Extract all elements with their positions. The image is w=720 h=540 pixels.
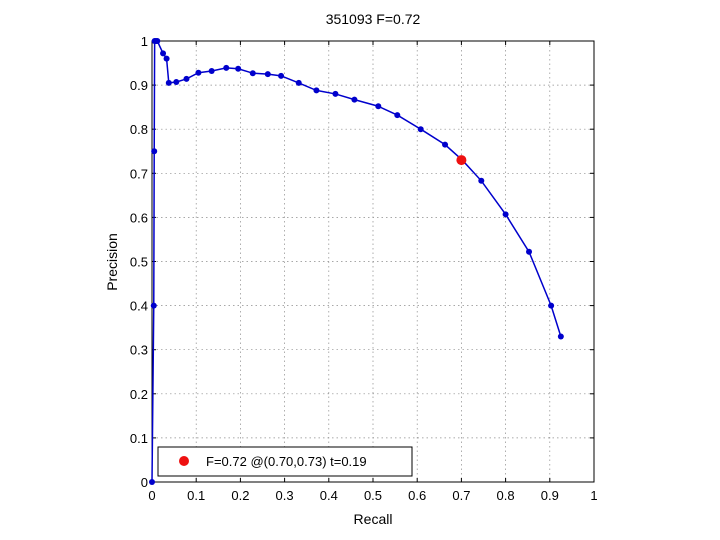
x-axis-label: Recall xyxy=(354,511,393,527)
legend: F=0.72 @(0.70,0.73) t=0.19 xyxy=(157,446,413,477)
y-tick-label: 0.9 xyxy=(130,78,148,93)
x-tick-label: 0.4 xyxy=(320,488,338,503)
data-point xyxy=(442,141,449,148)
legend-box xyxy=(157,446,413,477)
x-tick-label: 0.1 xyxy=(187,488,205,503)
x-tick-label: 0.6 xyxy=(408,488,426,503)
y-tick-labels: 0 0.1 0.2 0.3 0.4 0.5 0.6 0.7 0.8 0.9 1 xyxy=(130,34,148,490)
data-point xyxy=(223,64,230,71)
y-tick-label: 0.8 xyxy=(130,122,148,137)
data-point xyxy=(163,55,170,62)
data-point xyxy=(332,90,339,97)
data-point xyxy=(183,75,190,82)
x-tick-label: 0.2 xyxy=(231,488,249,503)
data-point xyxy=(557,333,564,340)
x-tick-labels: 0 0.1 0.2 0.3 0.4 0.5 0.6 0.7 0.8 0.9 1 xyxy=(148,488,597,503)
data-point xyxy=(478,177,485,184)
data-point xyxy=(295,79,302,86)
y-tick-label: 0.2 xyxy=(130,387,148,402)
series-layer xyxy=(149,38,564,485)
data-point xyxy=(151,148,158,155)
data-point xyxy=(173,79,180,86)
chart-title: 351093 F=0.72 xyxy=(326,11,421,27)
data-point xyxy=(502,211,509,218)
data-point xyxy=(154,38,161,44)
y-tick-label: 0.7 xyxy=(130,166,148,181)
data-point xyxy=(150,302,157,309)
data-point xyxy=(394,112,401,119)
x-tick-label: 0 xyxy=(148,488,155,503)
x-tick-label: 0.5 xyxy=(364,488,382,503)
data-point xyxy=(548,302,555,309)
data-point xyxy=(208,67,215,74)
legend-marker xyxy=(179,456,189,466)
best-f-point xyxy=(456,155,467,166)
y-tick-label: 0 xyxy=(141,475,148,490)
data-point xyxy=(313,87,320,94)
y-tick-label: 1 xyxy=(141,34,148,49)
y-tick-label: 0.6 xyxy=(130,210,148,225)
highlight-layer xyxy=(456,155,467,166)
x-tick-label: 0.7 xyxy=(452,488,470,503)
data-point xyxy=(235,65,242,72)
data-point xyxy=(278,72,285,79)
data-point xyxy=(417,126,424,133)
grid-lines xyxy=(152,41,594,482)
x-tick-label: 0.8 xyxy=(497,488,515,503)
data-point xyxy=(195,69,202,76)
legend-text: F=0.72 @(0.70,0.73) t=0.19 xyxy=(206,454,367,469)
y-tick-label: 0.5 xyxy=(130,255,148,270)
y-axis-label: Precision xyxy=(104,233,120,291)
y-tick-label: 0.1 xyxy=(130,431,148,446)
data-point xyxy=(249,70,256,77)
x-tick-label: 0.3 xyxy=(276,488,294,503)
y-tick-label: 0.3 xyxy=(130,343,148,358)
data-point xyxy=(165,79,172,86)
data-point xyxy=(160,50,167,57)
x-tick-label: 0.9 xyxy=(541,488,559,503)
data-point xyxy=(264,71,271,78)
data-point xyxy=(351,96,358,103)
y-tick-label: 0.4 xyxy=(130,299,148,314)
data-point xyxy=(375,103,382,110)
data-point xyxy=(149,479,155,485)
data-point xyxy=(526,248,533,255)
x-tick-label: 1 xyxy=(590,488,597,503)
